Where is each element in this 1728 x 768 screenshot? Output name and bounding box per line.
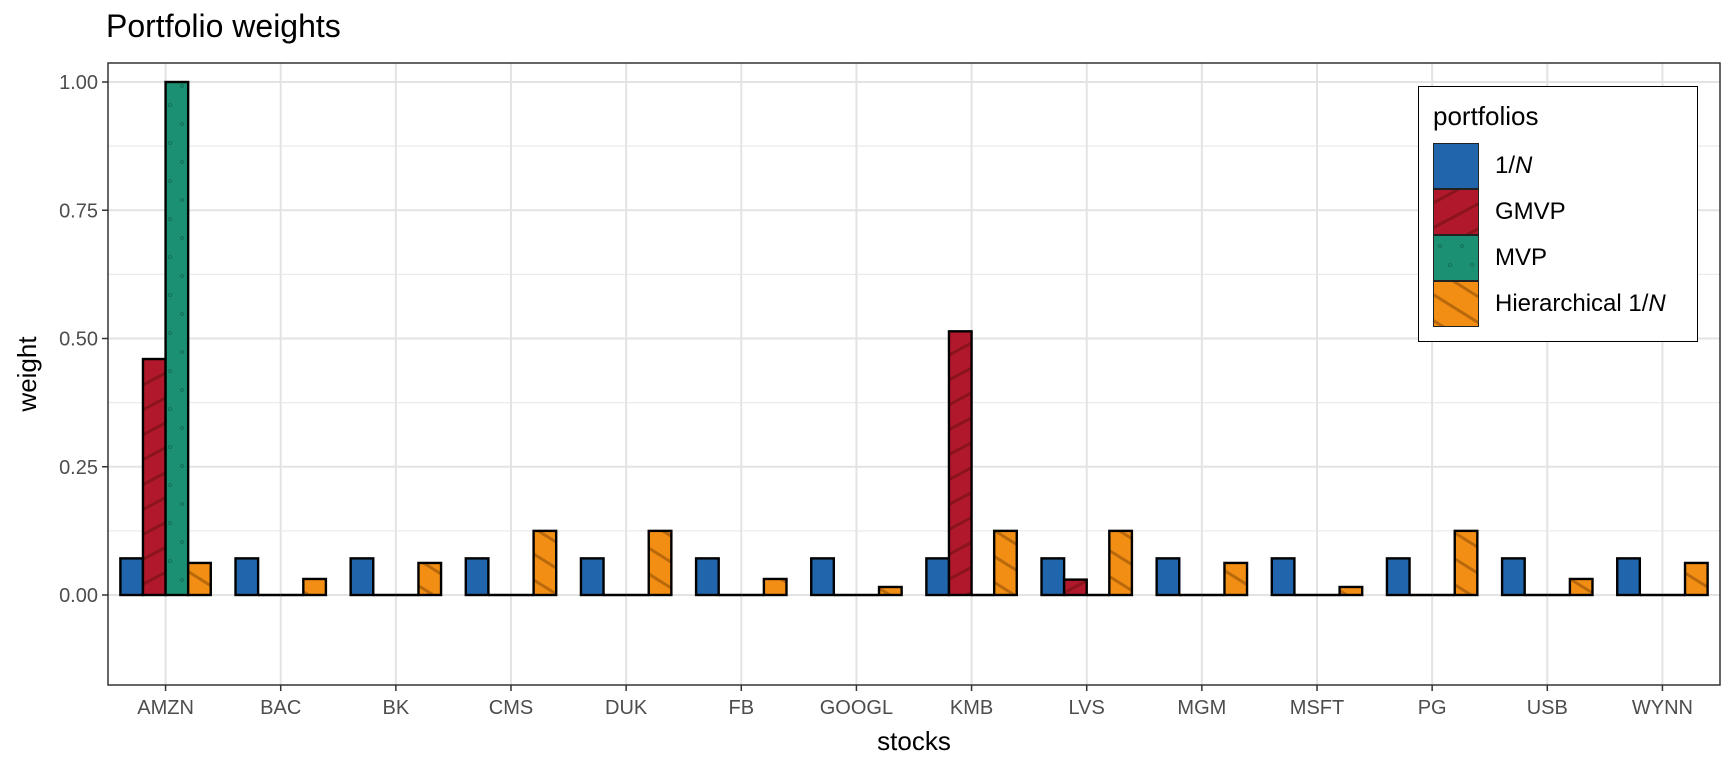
legend-label: MVP bbox=[1495, 244, 1548, 271]
y-tick-label: 0.25 bbox=[59, 457, 98, 479]
x-tick-label: BK bbox=[383, 697, 410, 719]
legend-item-1-over-n: 1/N bbox=[1433, 143, 1693, 189]
y-axis-label: weight bbox=[12, 336, 42, 413]
legend-item-hierarchical-1-over-n: Hierarchical 1/N bbox=[1433, 281, 1693, 327]
x-tick-label: WYNN bbox=[1632, 697, 1693, 719]
y-tick-label: 1.00 bbox=[59, 72, 98, 94]
legend-key-mvp bbox=[1433, 235, 1479, 281]
axes: 0.00 0.25 0.50 0.75 1.00 AMZN BAC BK CMS DUK FB GOO… bbox=[59, 72, 1693, 719]
bar bbox=[580, 558, 604, 595]
bar bbox=[1617, 558, 1640, 595]
y-tick-label: 0.50 bbox=[59, 329, 98, 351]
bar bbox=[350, 558, 374, 595]
legend: portfolios 1/N GMVP MVP Hierarchical 1/N bbox=[1418, 86, 1698, 342]
bar bbox=[235, 558, 259, 595]
bars bbox=[119, 80, 1709, 597]
x-tick-label: FB bbox=[729, 697, 755, 719]
x-tick-label: DUK bbox=[605, 697, 648, 719]
x-axis-label: stocks bbox=[877, 726, 951, 756]
x-tick-label: GOOGL bbox=[820, 697, 893, 719]
x-tick-label: LVS bbox=[1069, 697, 1105, 719]
x-tick-label: MGM bbox=[1177, 697, 1226, 719]
bar bbox=[120, 558, 143, 595]
y-tick-label: 0.75 bbox=[59, 200, 98, 222]
bar bbox=[465, 558, 489, 595]
legend-key-hierarchical-1-over-n bbox=[1433, 281, 1479, 327]
legend-title: portfolios bbox=[1433, 101, 1539, 131]
legend-item-mvp: MVP bbox=[1433, 235, 1693, 281]
legend-label: GMVP bbox=[1495, 198, 1566, 225]
legend-label: 1/N bbox=[1495, 152, 1533, 179]
x-tick-label: PG bbox=[1418, 697, 1447, 719]
x-tick-label: CMS bbox=[489, 697, 533, 719]
chart-title: Portfolio weights bbox=[106, 8, 341, 44]
y-tick-label: 0.00 bbox=[59, 585, 98, 607]
bar bbox=[696, 558, 719, 595]
x-tick-label: BAC bbox=[260, 697, 301, 719]
x-tick-label: AMZN bbox=[137, 697, 194, 719]
bar bbox=[1271, 558, 1295, 595]
x-tick-label: USB bbox=[1527, 697, 1568, 719]
bar bbox=[1386, 558, 1410, 595]
legend-label: Hierarchical 1/N bbox=[1495, 290, 1666, 317]
plot-panel-border bbox=[107, 62, 1721, 686]
x-tick-label: MSFT bbox=[1290, 697, 1344, 719]
legend-key-1-over-n bbox=[1433, 143, 1479, 189]
legend-item-gmvp: GMVP bbox=[1433, 189, 1693, 235]
x-tick-label: KMB bbox=[950, 697, 993, 719]
legend-key-gmvp bbox=[1433, 189, 1479, 235]
bar bbox=[926, 558, 949, 595]
bar bbox=[1156, 558, 1180, 595]
bar bbox=[811, 558, 834, 595]
bar bbox=[1041, 558, 1065, 595]
bar bbox=[1502, 558, 1525, 595]
